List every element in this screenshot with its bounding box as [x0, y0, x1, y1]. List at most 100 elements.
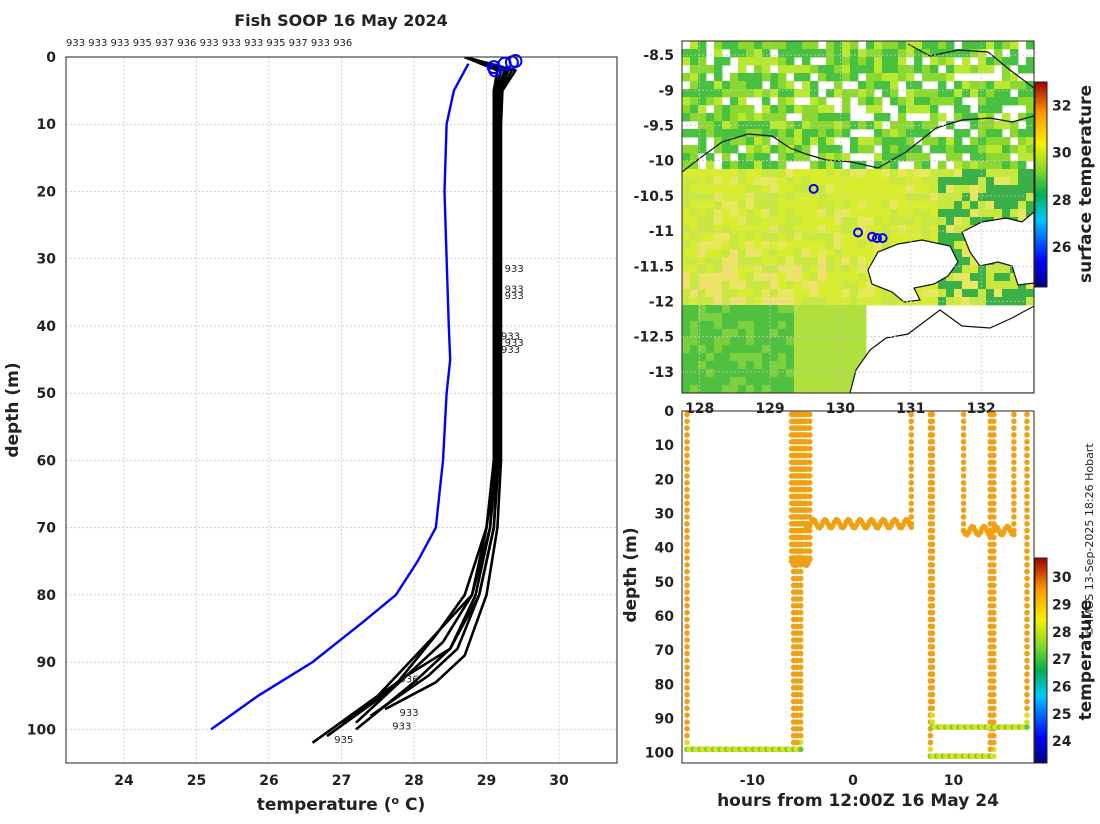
sst-cell — [738, 73, 747, 82]
sst-cell — [882, 185, 891, 194]
sst-cell — [810, 225, 819, 234]
sst-cell — [1026, 177, 1034, 186]
sst-cell — [778, 169, 787, 178]
sst-cell — [1002, 265, 1011, 274]
timeseries-point — [788, 432, 795, 438]
profile-line — [311, 57, 499, 744]
sst-cell — [842, 105, 851, 114]
sst-cell — [738, 193, 747, 202]
sst-cell — [802, 137, 811, 146]
sst-cell — [786, 169, 795, 178]
sst-cell — [714, 233, 723, 242]
sst-cell — [962, 249, 971, 258]
timeseries-point — [790, 630, 797, 636]
timeseries-point — [684, 534, 690, 541]
sst-cell — [682, 105, 691, 114]
timeseries-point — [1024, 548, 1030, 554]
sst-cell — [834, 241, 843, 250]
sst-cell — [770, 129, 779, 138]
sst-cell — [858, 81, 867, 90]
timeseries-point — [1011, 459, 1017, 466]
timeseries-point — [1024, 459, 1030, 466]
sst-cell — [786, 249, 795, 258]
sst-cell — [810, 321, 819, 330]
sst-cell — [762, 97, 771, 106]
sst-colorbar — [1035, 82, 1047, 287]
sst-cell — [890, 225, 899, 234]
sst-cell — [794, 201, 803, 210]
sst-cell — [866, 185, 875, 194]
sst-cell — [802, 313, 811, 322]
timeseries-point — [788, 480, 795, 486]
sst-cell — [882, 49, 891, 58]
sst-cell — [818, 217, 827, 226]
sst-cell — [834, 209, 843, 218]
sst-cell — [882, 153, 891, 162]
sst-cell — [858, 281, 867, 290]
sst-cell — [1002, 161, 1011, 170]
sst-cell — [970, 49, 979, 58]
sst-cell — [986, 193, 995, 202]
sst-cell — [682, 57, 691, 66]
sst-cell — [978, 217, 987, 226]
timeseries-point — [790, 705, 797, 712]
timeseries-point — [684, 418, 690, 425]
sst-cell — [1018, 201, 1027, 210]
sst-cell — [802, 281, 811, 290]
sst-cell — [866, 97, 875, 106]
sst-cell — [858, 257, 867, 266]
sst-cell — [786, 153, 795, 162]
sst-cell — [1018, 289, 1027, 298]
sst-cell — [962, 241, 971, 250]
sst-cell — [1002, 113, 1011, 122]
timeseries-point — [792, 548, 799, 554]
timeseries-point — [790, 623, 797, 630]
timeseries-point — [987, 480, 994, 486]
sst-colorbar-tick: 26 — [1052, 240, 1071, 256]
sst-cell — [690, 385, 699, 393]
sst-cell — [778, 241, 787, 250]
sst-cell — [738, 305, 747, 314]
timeseries-point — [929, 507, 936, 513]
timeseries-point — [790, 664, 797, 671]
sst-cell — [834, 41, 843, 50]
sst-cell — [930, 105, 939, 114]
map-x-tick-label: 131 — [896, 401, 925, 417]
sst-cell — [994, 97, 1003, 106]
timeseries-point — [684, 521, 690, 527]
sst-cell — [858, 145, 867, 154]
sst-cell — [826, 57, 835, 66]
credit-text: © IMOS 13-Sep-2025 18:26 Hobart — [1083, 443, 1096, 637]
sst-cell — [978, 145, 987, 154]
sst-cell — [922, 105, 931, 114]
timeseries-x-label: hours from 12:00Z 16 May 24 — [717, 791, 999, 811]
sst-cell — [722, 185, 731, 194]
sst-cell — [690, 145, 699, 154]
temp-colorbar-tick: 26 — [1052, 679, 1071, 695]
sst-cell — [738, 225, 747, 234]
sst-cell — [754, 265, 763, 274]
sst-cell — [714, 41, 723, 50]
sst-cell — [698, 249, 707, 258]
timeseries-point — [987, 596, 994, 602]
sst-cell — [714, 377, 723, 386]
sst-cell — [690, 41, 699, 50]
sst-cell — [898, 129, 907, 138]
timeseries-point — [960, 432, 967, 438]
timeseries-point — [987, 486, 994, 493]
sst-cell — [746, 265, 755, 274]
timeseries-point — [790, 650, 797, 657]
sst-cell — [802, 361, 811, 370]
sst-cell — [826, 257, 835, 266]
timeseries-point — [790, 575, 797, 582]
timeseries-point — [790, 582, 797, 589]
sst-cell — [938, 113, 947, 122]
coastline-peninsula — [867, 239, 959, 303]
sst-cell — [826, 353, 835, 362]
sst-cell — [826, 265, 835, 274]
sst-cell — [922, 49, 931, 58]
sst-cell — [722, 169, 731, 178]
sst-cell — [842, 65, 851, 74]
sst-cell — [954, 225, 963, 234]
sst-cell — [826, 113, 835, 122]
